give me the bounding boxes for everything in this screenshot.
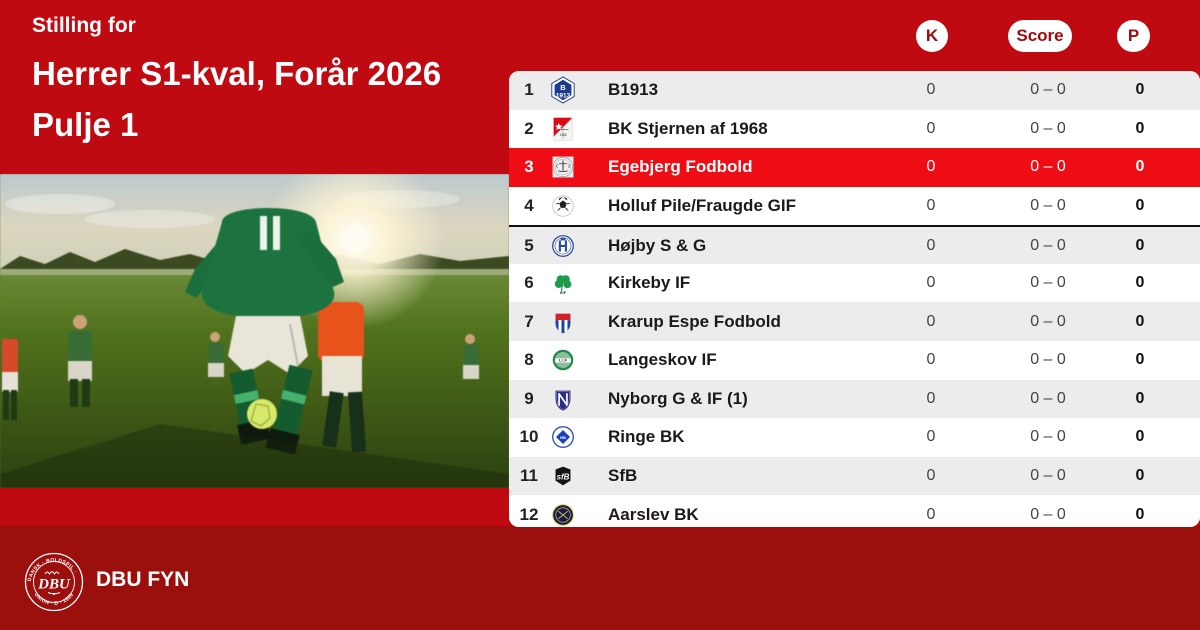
svg-text:KIF: KIF: [560, 291, 567, 295]
svg-text:1913: 1913: [556, 93, 571, 100]
svg-text:L.I.F: L.I.F: [559, 358, 568, 363]
svg-text:DBU: DBU: [37, 577, 71, 593]
svg-text:RB: RB: [560, 436, 566, 441]
svg-text:1968: 1968: [559, 133, 566, 137]
svg-text:sfB: sfB: [557, 473, 570, 482]
svg-text:B: B: [560, 83, 566, 92]
